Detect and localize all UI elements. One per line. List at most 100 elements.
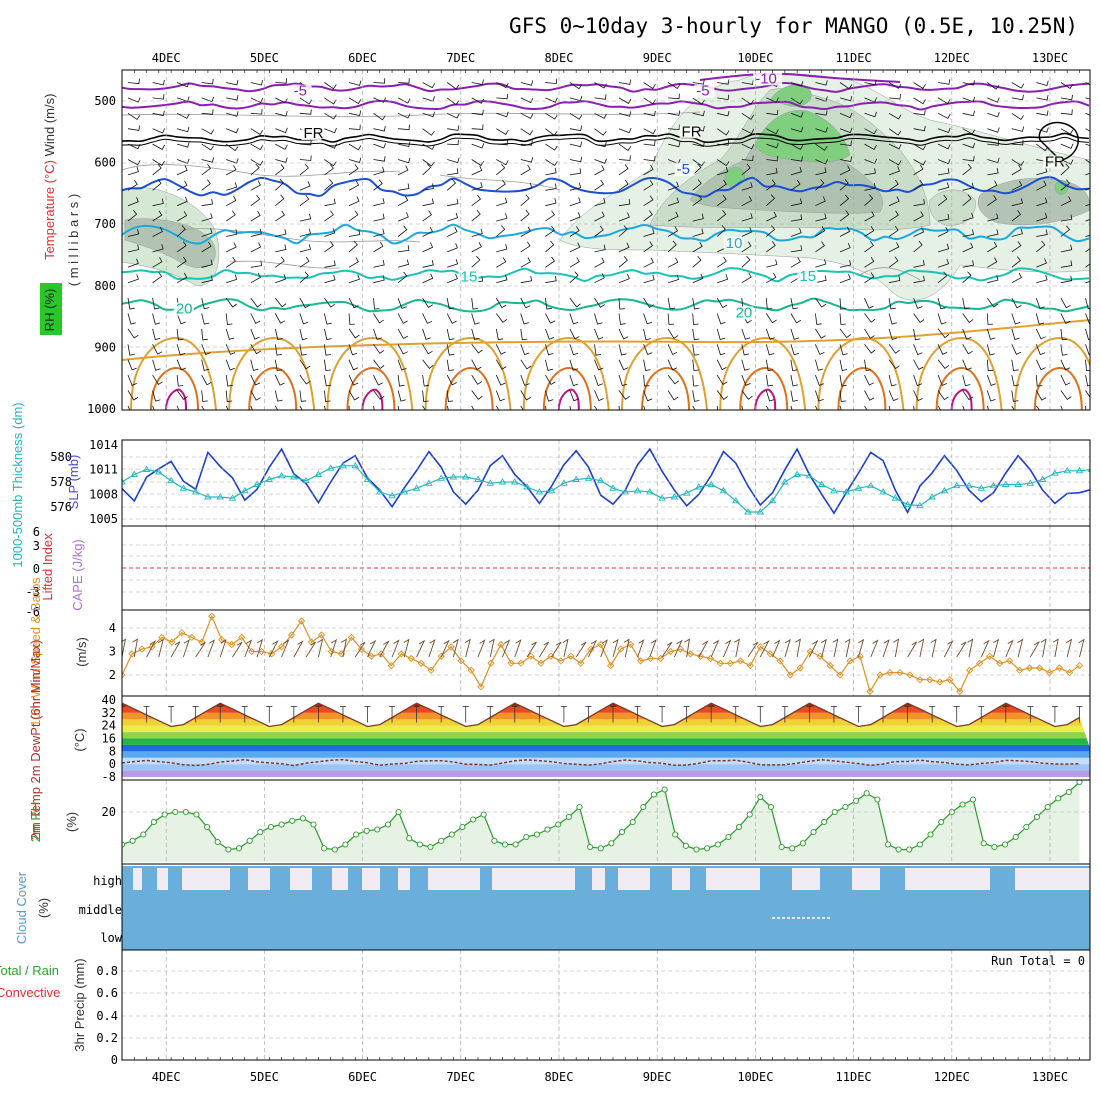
wind-barb	[618, 127, 632, 134]
wind-barb	[937, 194, 948, 207]
wind-barb	[618, 256, 628, 268]
wind10m-barb	[146, 640, 157, 658]
wind-barb	[790, 126, 804, 133]
wind-barb	[127, 229, 140, 237]
wind-barb	[299, 390, 307, 402]
wind10m-point	[417, 659, 425, 667]
wind10m-barb	[870, 639, 879, 658]
wind-barb	[520, 80, 534, 86]
wind-barb	[987, 229, 999, 237]
wind-barb	[226, 111, 239, 117]
wind-barb	[864, 390, 875, 401]
wind-barb	[888, 210, 899, 222]
wind-barb	[545, 112, 558, 120]
rh2m-point	[959, 801, 966, 808]
wind-barb	[520, 297, 531, 309]
wind-barb	[716, 313, 726, 325]
wind-barb	[888, 159, 902, 166]
wind-barb	[741, 182, 753, 191]
wind10m-units-title: (m/s)	[74, 637, 89, 667]
wind-barb	[913, 240, 923, 253]
wind-barb	[127, 196, 139, 207]
contour-label-bg	[674, 162, 695, 176]
wind-barb	[913, 82, 926, 90]
wind10m-barb	[661, 642, 673, 658]
wind-barb	[1036, 166, 1048, 176]
wind-barb	[987, 195, 997, 207]
cape-axis-title: CAPE (J/kg)	[70, 539, 85, 611]
wind-barb	[1060, 359, 1071, 371]
thickness-point	[130, 470, 139, 477]
wind-barb	[913, 211, 924, 222]
orange-lobe	[522, 336, 610, 410]
wind-barb	[716, 256, 727, 268]
temp-band	[122, 764, 1090, 771]
wind-barb	[618, 344, 627, 356]
temp-band	[122, 757, 1090, 765]
wind-barb	[446, 313, 457, 324]
cloud-level-label: middle	[79, 903, 122, 917]
wind-barb	[1085, 159, 1090, 164]
wind10m-point	[776, 657, 784, 665]
thickness-point	[719, 486, 728, 494]
wind-barb	[741, 227, 753, 237]
temp-band	[122, 751, 1090, 758]
wind-barb	[324, 210, 334, 222]
wind-barb	[594, 128, 607, 136]
wind10m-point	[786, 671, 794, 679]
wind10m-point	[297, 617, 306, 625]
rh2m-point	[470, 816, 477, 823]
wind-barb	[888, 112, 902, 120]
wind-barb	[299, 344, 307, 356]
wind-barb	[962, 260, 974, 268]
wind-barb	[594, 225, 604, 237]
freezing-loop	[1038, 121, 1080, 161]
wind-barb	[987, 275, 999, 284]
wind10m-barb	[1052, 638, 1059, 658]
wind-barb	[545, 183, 557, 191]
wind-barb	[127, 125, 140, 131]
temp2m-line	[122, 702, 1080, 728]
wind-barb	[520, 257, 531, 268]
wind-barb	[373, 390, 385, 400]
wind-barb	[839, 127, 853, 134]
wind-barb	[520, 97, 534, 104]
precip-convective-label: Convective	[0, 985, 60, 1000]
wind-barb	[225, 344, 236, 355]
wind10m-barb	[1040, 638, 1047, 658]
cloud-level-label: high	[93, 874, 122, 888]
wind-barb	[987, 97, 1000, 103]
rh-contour-1	[122, 164, 401, 177]
wind-barb	[717, 140, 729, 146]
wind10m-barb	[795, 638, 801, 658]
isotherm-25	[122, 319, 1090, 361]
wind-barb	[1011, 198, 1023, 207]
wind10m-barb	[882, 639, 890, 658]
wind10m-barb	[488, 638, 495, 658]
wind-barb	[643, 228, 655, 237]
wind-barb	[864, 97, 877, 103]
wind-barb	[569, 257, 580, 268]
wind-barb	[496, 257, 507, 268]
wind-barb	[987, 257, 998, 268]
pressure-tick-label: 1000	[87, 402, 116, 416]
wind-barb	[324, 297, 336, 308]
rh2m-point	[374, 826, 381, 833]
wind10m-barb	[967, 638, 974, 658]
wind-barb	[594, 344, 602, 356]
rh2m-point	[938, 818, 945, 826]
wind-barb	[495, 297, 507, 309]
cloud-cover-gap	[248, 868, 270, 890]
wind-barb	[373, 260, 385, 268]
wind-barb	[176, 96, 190, 102]
wind-barb	[299, 313, 309, 325]
wind-barb	[397, 259, 410, 268]
thickness-point	[376, 488, 384, 495]
wind10m-point	[527, 652, 535, 660]
wind-barb	[471, 165, 483, 176]
rh2m-point	[204, 823, 211, 831]
rh2m-point	[672, 831, 679, 838]
isotherm-line-4	[122, 223, 1090, 245]
rh2m-area	[122, 782, 1080, 862]
wind-barb	[496, 139, 508, 146]
